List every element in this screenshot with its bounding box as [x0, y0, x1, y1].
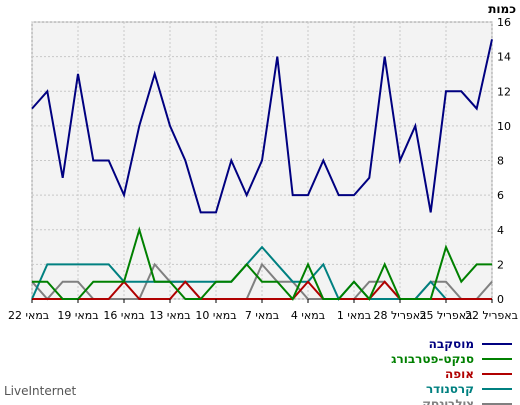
series-line: [31, 39, 493, 214]
x-tick-label: 4 במאי: [291, 309, 325, 322]
x-tick-label: 1 במאי: [337, 309, 371, 322]
legend-label: מוסקבה: [429, 337, 474, 351]
y-tick-label: 10: [497, 120, 511, 133]
x-tick-label: 22 באפריל: [465, 309, 518, 322]
x-tick-label: 19 במאי: [57, 309, 98, 322]
x-tick-label: 22 במאי: [8, 309, 49, 322]
y-tick-label: 6: [497, 189, 504, 202]
y-tick-label: 4: [497, 224, 504, 237]
x-tick-label: 25 באפריל: [419, 309, 472, 322]
x-tick-label: 28 באפריל: [373, 309, 426, 322]
y-axis-label: כמות: [488, 2, 516, 16]
y-tick-label: 2: [497, 258, 504, 271]
y-tick-label: 0: [497, 293, 504, 306]
series-line: [32, 226, 492, 301]
legend-label: קרסנודר: [426, 382, 474, 396]
x-tick-label: 7 במאי: [245, 309, 279, 322]
y-axis-ticks: 0 2 4 6 8 10 12 14 16: [497, 16, 511, 306]
y-tick-label: 16: [497, 16, 511, 29]
x-tick-label: 13 במאי: [149, 309, 190, 322]
y-tick-label: 12: [497, 85, 511, 98]
y-tick-label: 14: [497, 51, 511, 64]
x-tick-label: 10 במאי: [195, 309, 236, 322]
y-tick-label: 8: [497, 155, 504, 168]
legend-label: צילבינסק: [422, 397, 474, 405]
x-tick-label: 16 במאי: [103, 309, 144, 322]
brand-logo-text: LiveInternet: [4, 384, 77, 398]
legend-label: סנקט-פטרבורג: [391, 352, 474, 366]
legend-label: אופה: [445, 367, 474, 381]
